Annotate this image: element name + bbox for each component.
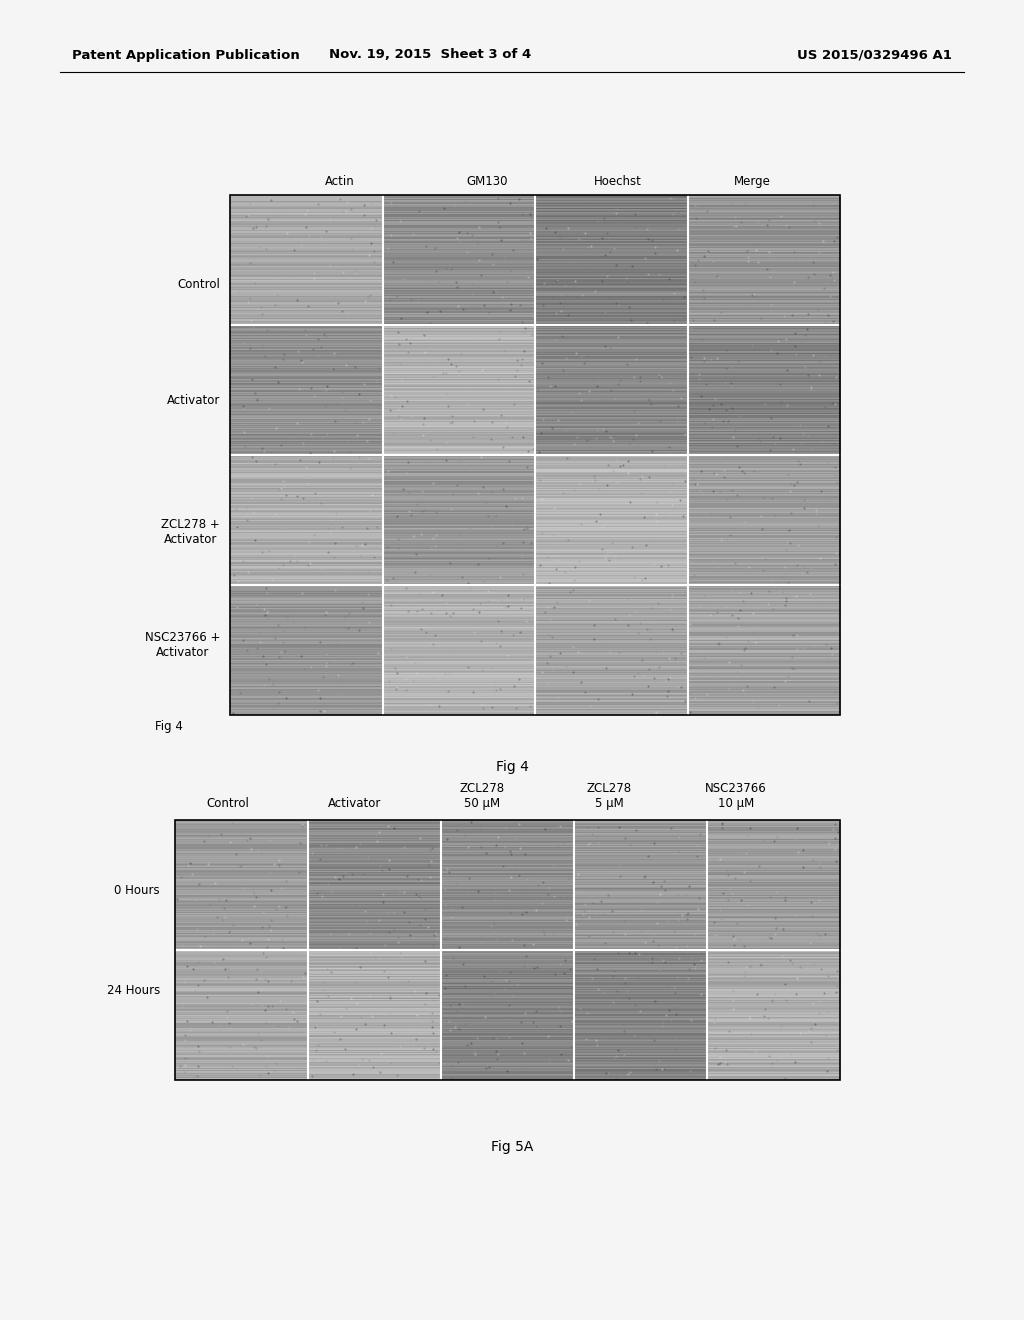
Bar <box>175 820 308 950</box>
Text: Hoechst: Hoechst <box>594 176 642 187</box>
Bar <box>230 195 383 325</box>
Text: Merge: Merge <box>733 176 770 187</box>
Bar <box>230 325 383 455</box>
Text: NSC23766
10 μM: NSC23766 10 μM <box>706 781 767 810</box>
Bar <box>574 950 707 1080</box>
Text: ZCL278
5 μM: ZCL278 5 μM <box>587 781 632 810</box>
Text: NSC23766 +
Activator: NSC23766 + Activator <box>144 631 220 659</box>
Text: Activator: Activator <box>167 393 220 407</box>
Bar <box>383 195 535 325</box>
Bar <box>687 325 840 455</box>
Text: Fig 4: Fig 4 <box>155 719 183 733</box>
Bar <box>383 585 535 715</box>
Text: 24 Hours: 24 Hours <box>106 983 160 997</box>
Text: Control: Control <box>207 797 250 810</box>
Text: GM130: GM130 <box>466 176 508 187</box>
Bar <box>175 820 840 1080</box>
Bar <box>308 820 441 950</box>
Bar <box>707 820 840 950</box>
Bar <box>230 585 383 715</box>
Bar <box>441 820 574 950</box>
Text: Actin: Actin <box>326 176 355 187</box>
Text: Fig 4: Fig 4 <box>496 760 528 774</box>
Bar <box>230 195 840 715</box>
Bar <box>687 585 840 715</box>
Bar <box>535 325 687 455</box>
Text: ZCL278
50 μM: ZCL278 50 μM <box>460 781 505 810</box>
Bar <box>383 455 535 585</box>
Bar <box>687 455 840 585</box>
Bar <box>230 455 383 585</box>
Bar <box>535 585 687 715</box>
Text: 0 Hours: 0 Hours <box>115 883 160 896</box>
Text: Fig 5A: Fig 5A <box>490 1140 534 1154</box>
Bar <box>535 455 687 585</box>
Text: Control: Control <box>177 279 220 292</box>
Bar <box>308 950 441 1080</box>
Bar <box>383 325 535 455</box>
Bar <box>441 950 574 1080</box>
Bar <box>535 195 687 325</box>
Bar <box>175 950 308 1080</box>
Text: ZCL278 +
Activator: ZCL278 + Activator <box>161 517 220 546</box>
Text: Activator: Activator <box>329 797 382 810</box>
Text: US 2015/0329496 A1: US 2015/0329496 A1 <box>797 49 952 62</box>
Bar <box>687 195 840 325</box>
Text: Patent Application Publication: Patent Application Publication <box>72 49 300 62</box>
Bar <box>707 950 840 1080</box>
Text: Nov. 19, 2015  Sheet 3 of 4: Nov. 19, 2015 Sheet 3 of 4 <box>329 49 531 62</box>
Bar <box>574 820 707 950</box>
